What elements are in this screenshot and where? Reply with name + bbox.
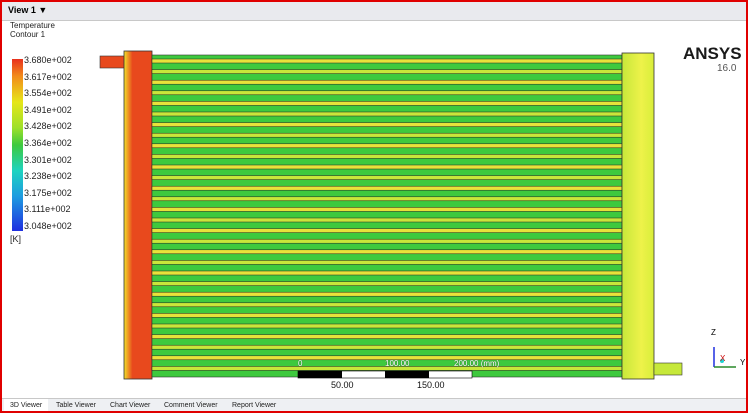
viewer-window: View 1 ▼ Temperature Contour 1 3.680e+00… [0, 0, 748, 413]
scale-top-label: 100.00 [385, 359, 409, 368]
tube [152, 207, 622, 211]
legend-label: 3.554e+002 [24, 88, 72, 98]
right-tank [622, 53, 654, 379]
tube [152, 250, 622, 254]
tube [152, 59, 622, 63]
scale-top-label: 0 [298, 359, 302, 368]
axis-z: Z [711, 328, 716, 337]
viewer-tab[interactable]: Comment Viewer [158, 399, 224, 412]
tube [152, 324, 622, 328]
color-bar [12, 59, 23, 231]
legend-unit: [K] [10, 234, 21, 244]
tube [152, 303, 622, 307]
legend-label: 3.301e+002 [24, 155, 72, 165]
scale-bottom-label: 150.00 [417, 380, 445, 390]
legend-label: 3.238e+002 [24, 171, 72, 181]
viewer-tab[interactable]: Report Viewer [226, 399, 282, 412]
scale-bottom-label: 50.00 [331, 380, 354, 390]
logo-name: ANSYS [683, 44, 742, 64]
scale-top-label: 200.00 (mm) [454, 359, 499, 368]
legend-label: 3.617e+002 [24, 72, 72, 82]
viewport [2, 21, 746, 411]
logo-version: 16.0 [717, 63, 736, 74]
tube [152, 271, 622, 275]
tube [152, 70, 622, 74]
tube [152, 112, 622, 116]
tube [152, 91, 622, 95]
legend-label: 3.111e+002 [24, 204, 70, 214]
tube [152, 80, 622, 84]
inlet-pipe [100, 56, 126, 68]
tube [152, 197, 622, 201]
tube [152, 229, 622, 233]
legend-label: 3.175e+002 [24, 188, 72, 198]
view-bar: View 1 ▼ [2, 2, 746, 21]
tube [152, 186, 622, 190]
tube [152, 260, 622, 264]
legend-title: Temperature [10, 22, 55, 30]
viewer-tab[interactable]: 3D Viewer [4, 399, 48, 412]
tube [152, 144, 622, 148]
tube [152, 133, 622, 137]
outlet-pipe [654, 363, 682, 375]
axis-y: Y [740, 358, 745, 367]
tube [152, 165, 622, 169]
tube [152, 176, 622, 180]
axis-x: X [720, 354, 725, 363]
scale-bar [298, 371, 472, 378]
legend-label: 3.680e+002 [24, 55, 72, 65]
tube [152, 345, 622, 349]
legend-label: 3.364e+002 [24, 138, 72, 148]
view-title[interactable]: View 1 ▼ [8, 5, 47, 15]
tube [152, 218, 622, 222]
legend-label: 3.428e+002 [24, 121, 72, 131]
legend-label: 3.048e+002 [24, 221, 72, 231]
legend-label: 3.491e+002 [24, 105, 72, 115]
left-tank [124, 51, 152, 379]
tube [152, 154, 622, 158]
tube [152, 101, 622, 105]
tube [152, 282, 622, 286]
legend-subtitle: Contour 1 [10, 30, 45, 39]
tube [152, 239, 622, 243]
tube [152, 292, 622, 296]
tube [152, 123, 622, 127]
viewer-tab[interactable]: Table Viewer [50, 399, 102, 412]
viewer-tab[interactable]: Chart Viewer [104, 399, 156, 412]
tube [152, 335, 622, 339]
tube [152, 313, 622, 317]
